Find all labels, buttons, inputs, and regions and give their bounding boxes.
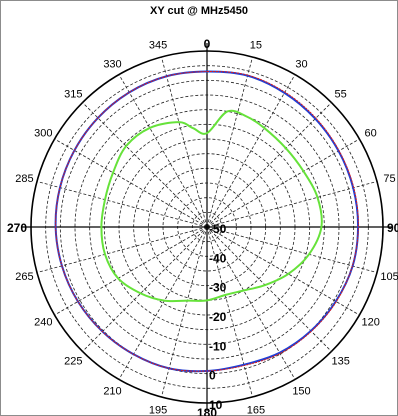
angle-tick-label: 345 [149,39,167,51]
radial-tick-label: -20 [209,310,227,324]
angle-tick-label: 75 [383,173,395,185]
grid-spoke [206,56,253,228]
grid-spoke [54,226,208,316]
grid-spoke [36,226,208,273]
grid-spoke [161,56,208,228]
grid-spoke [206,138,360,228]
series-blue-line [54,70,360,373]
angle-tick-label: 240 [34,317,52,329]
radial-tick-label: 10 [209,398,223,412]
series-layer [54,70,360,373]
radial-tick-label: -30 [209,281,227,295]
grid-spoke [206,226,253,398]
angle-tick-label: 15 [250,39,262,51]
grid-spoke [82,102,208,228]
grid-spoke [206,226,378,273]
radial-tick-label: -50 [209,222,227,236]
angle-tick-label: 0 [204,37,211,51]
angle-tick-label: 105 [380,271,398,283]
grid-spoke [118,74,208,228]
angle-tick-label: 300 [34,128,52,140]
angle-tick-label: 55 [335,88,347,100]
angle-tick-label: 265 [15,271,33,283]
angle-tick-label: 210 [103,386,121,398]
angle-tick-label: 165 [247,405,265,416]
angle-tick-label: 30 [295,58,307,70]
radial-tick-label: 0 [209,369,216,383]
angle-tick-label: 60 [365,128,377,140]
radial-tick-label: -40 [209,251,227,265]
angle-tick-label: 285 [15,173,33,185]
angle-tick-label: 180 [197,406,217,416]
grid-spoke [82,226,208,352]
angle-tick-label: 270 [7,221,27,235]
angle-tick-label: 315 [64,88,82,100]
angle-tick-label: 330 [103,58,121,70]
grid-spoke [206,74,296,228]
grid-spoke [206,181,378,228]
label-layer: 0 15 30 55 60 75 90 105 120 135 150 165 180 195 210 225… [7,37,398,416]
grid-spoke [54,138,208,228]
series-green-line [100,109,323,303]
series-red-line [55,70,359,372]
radial-tick-label: -10 [209,339,227,353]
angle-tick-label: 195 [149,405,167,416]
grid-spoke [206,102,332,228]
chart-title: XY cut @ MHz5450 [150,5,248,17]
grid-spoke [118,226,208,380]
grid-spoke [206,226,296,380]
angle-tick-label: 120 [362,317,380,329]
grid-spoke [206,226,360,316]
grid-spoke [36,181,208,228]
angle-tick-label: 225 [64,356,82,368]
angle-tick-label: 135 [331,356,349,368]
angle-tick-label: 150 [292,386,310,398]
angle-tick-label: 90 [387,221,398,235]
